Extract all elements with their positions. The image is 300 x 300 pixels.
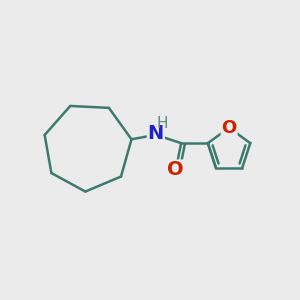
Text: O: O (167, 160, 184, 179)
Text: H: H (157, 116, 168, 131)
Text: N: N (148, 124, 164, 143)
Text: O: O (221, 119, 237, 137)
